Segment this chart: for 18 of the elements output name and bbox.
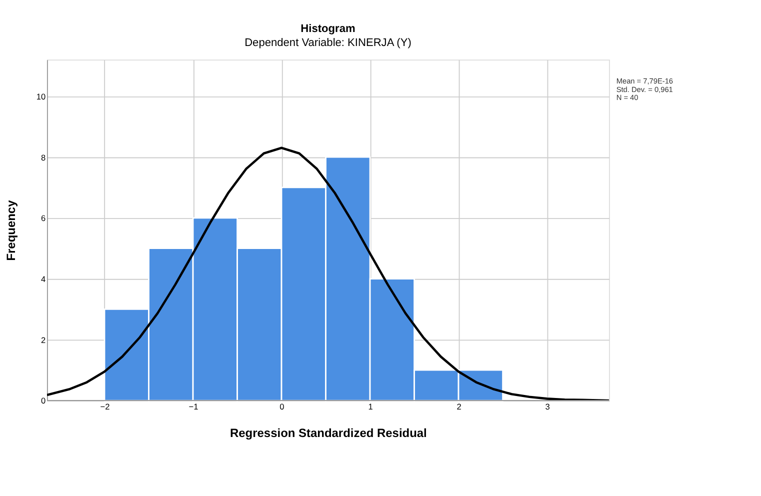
text: N = 40 (616, 93, 638, 102)
text: Std. Dev. = 0,961 (616, 84, 673, 94)
x-axis-title: Regression Standardized Residual (230, 426, 427, 440)
y-tick-label: 10 (36, 91, 46, 102)
x-tick-label: −2 (100, 401, 110, 412)
y-tick-label: 6 (40, 213, 46, 224)
chart-subtitle: Dependent Variable: KINERJA (Y) (244, 36, 412, 49)
y-tick-label: 4 (40, 274, 46, 284)
y-tick-label: 2 (40, 334, 46, 345)
x-tick-label: 3 (545, 401, 550, 412)
x-tick-label: 0 (280, 401, 285, 412)
chart-title: Histogram (300, 23, 356, 35)
text: Mean = 7,79E-16 (616, 76, 674, 86)
y-axis-title: Frequency (4, 200, 18, 261)
x-tick-label: 2 (456, 401, 462, 412)
x-tick-label: −1 (188, 401, 199, 412)
x-tick-label: 1 (368, 401, 374, 412)
y-tick-label: 8 (40, 152, 46, 162)
